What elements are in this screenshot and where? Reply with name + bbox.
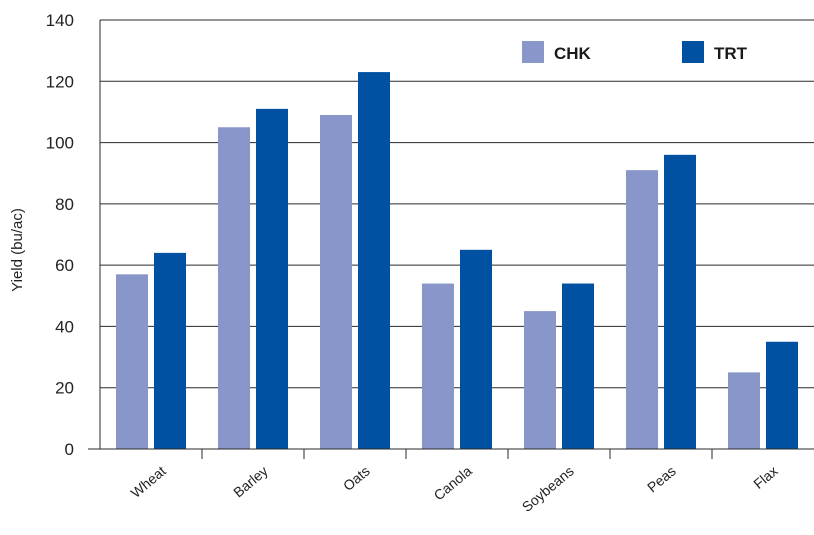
axes <box>88 20 814 459</box>
y-tick-label: 120 <box>46 72 74 91</box>
bar-trt-oats <box>358 72 390 449</box>
bar-trt-soybeans <box>562 283 594 449</box>
bar-chk-flax <box>728 372 760 449</box>
y-tick-label: 140 <box>46 11 74 30</box>
y-axis-title: Yield (bu/ac) <box>9 208 26 292</box>
x-category-labels: Wheat Barley Oats Canola Soybeans Peas Flax <box>127 463 780 515</box>
y-tick-labels: 0 20 40 60 80 100 120 140 <box>46 11 74 459</box>
bar-chk-barley <box>218 127 250 449</box>
x-category-label: Barley <box>230 463 271 501</box>
x-category-label: Peas <box>644 463 679 496</box>
legend: CHK TRT <box>522 41 748 63</box>
y-tick-label: 100 <box>46 134 74 153</box>
y-tick-label: 80 <box>55 195 74 214</box>
bar-chk-wheat <box>116 274 148 449</box>
y-tick-label: 20 <box>55 379 74 398</box>
legend-swatch-trt <box>682 41 704 63</box>
bars <box>116 72 798 450</box>
legend-label-chk: CHK <box>554 44 592 63</box>
y-tick-label: 60 <box>55 256 74 275</box>
bar-chk-oats <box>320 114 352 449</box>
bar-trt-canola <box>460 249 492 449</box>
gridlines <box>100 19 814 389</box>
y-tick-label: 0 <box>65 440 74 459</box>
bar-chk-peas <box>626 170 658 449</box>
bar-trt-flax <box>766 341 798 449</box>
x-category-label: Soybeans <box>519 463 577 515</box>
x-category-label: Wheat <box>127 463 168 501</box>
bar-trt-peas <box>664 154 696 450</box>
bar-chk-soybeans <box>524 311 556 449</box>
bar-trt-barley <box>256 108 288 449</box>
bar-trt-wheat <box>154 252 186 449</box>
x-category-label: Flax <box>750 463 781 492</box>
y-tick-label: 40 <box>55 317 74 336</box>
bar-chk-canola <box>422 283 454 449</box>
legend-label-trt: TRT <box>714 44 748 63</box>
x-category-label: Canola <box>431 463 475 504</box>
x-category-label: Oats <box>340 463 373 494</box>
legend-swatch-chk <box>522 41 544 63</box>
